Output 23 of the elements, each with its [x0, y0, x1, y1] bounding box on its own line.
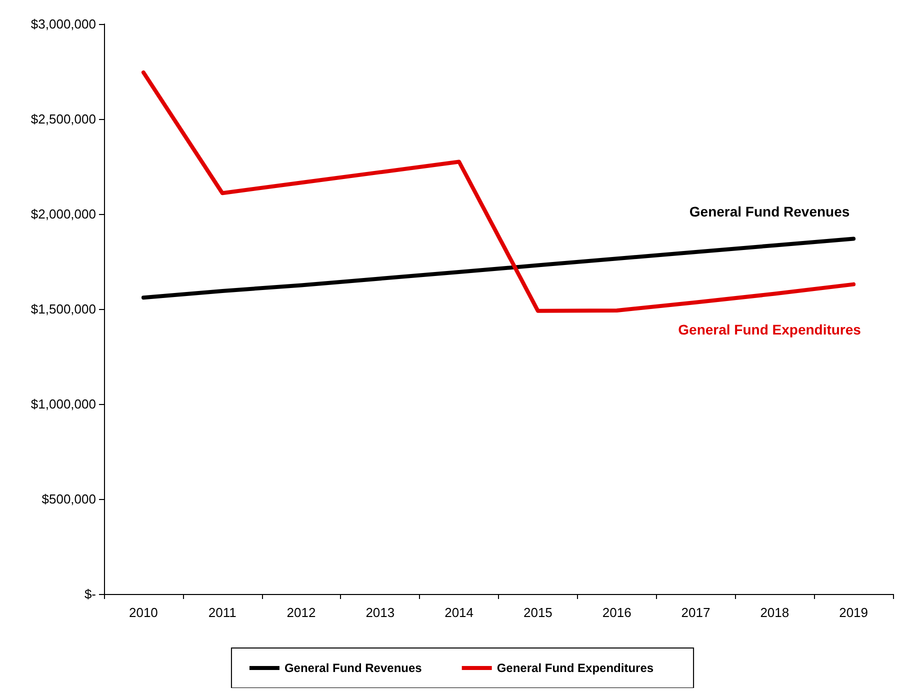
x-tick-label: 2016 [602, 605, 632, 620]
annotation: General Fund Revenues [689, 204, 850, 220]
legend-label: General Fund Revenues [284, 661, 422, 675]
x-tick-label: 2015 [523, 605, 552, 620]
y-tick-label: $3,000,000 [30, 16, 96, 32]
legend-label: General Fund Expenditures [496, 661, 654, 675]
line-series [141, 70, 856, 313]
x-tick-label: 2019 [839, 605, 868, 620]
line-series [141, 236, 856, 300]
x-tick-label: 2018 [760, 605, 790, 620]
x-tick-label: 2017 [681, 605, 710, 620]
x-tick-label: 2010 [128, 605, 158, 620]
x-tick-label: 2014 [444, 605, 474, 620]
x-tick-label: 2011 [208, 605, 236, 620]
y-tick-label: $1,500,000 [30, 302, 96, 316]
y-tick-label: $1,000,000 [30, 396, 96, 412]
y-tick-label: $500,000 [42, 492, 96, 506]
x-tick-label: 2013 [366, 605, 395, 620]
annotation: General Fund Expenditures [678, 321, 862, 338]
y-tick-label: $2,500,000 [30, 112, 96, 126]
x-tick-label: 2012 [286, 605, 316, 620]
y-tick-label: $2,000,000 [30, 206, 96, 222]
y-tick-label: $- [84, 586, 96, 602]
